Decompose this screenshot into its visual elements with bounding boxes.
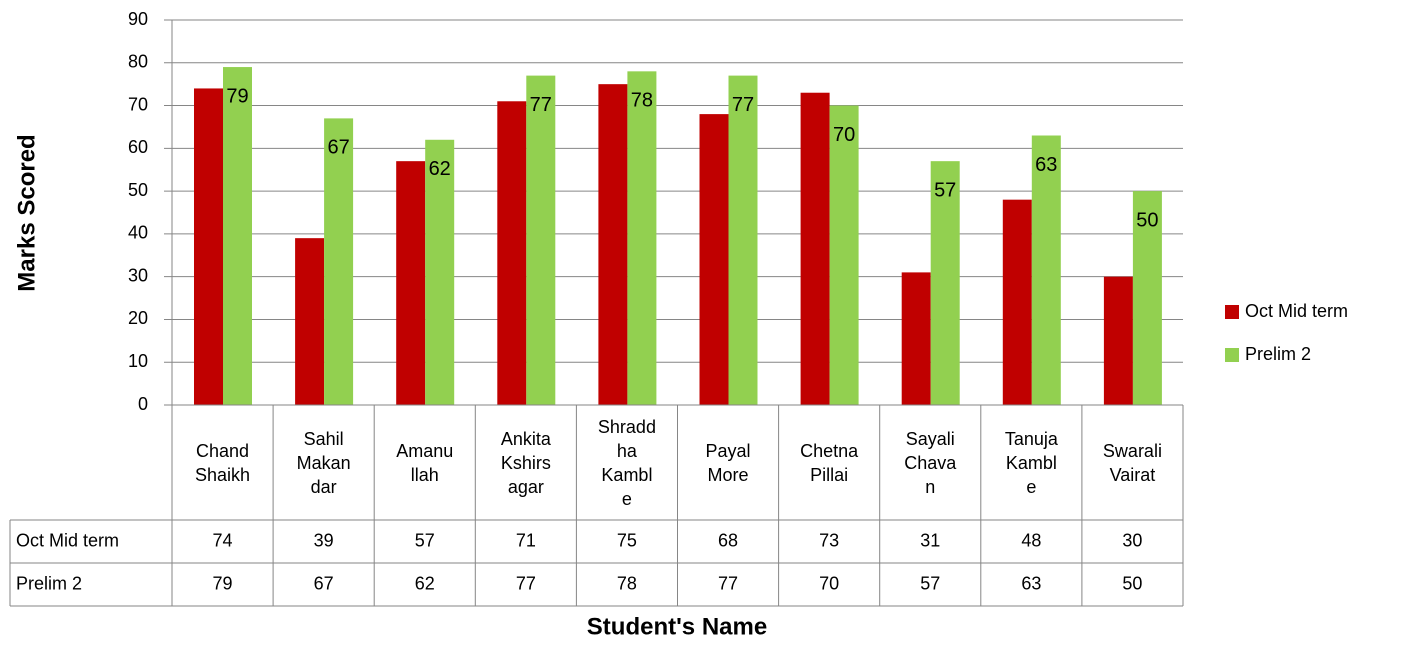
table-cell: 74 — [213, 530, 233, 550]
table-cell: 62 — [415, 573, 435, 593]
table-row-label: Prelim 2 — [16, 573, 82, 593]
table-cell: 68 — [718, 530, 738, 550]
bar — [396, 161, 426, 405]
x-tick-label: Shraddha Kamble — [597, 416, 656, 509]
table-row-label: Oct Mid term — [16, 530, 119, 550]
bar — [1103, 276, 1133, 405]
data-label: 78 — [631, 90, 653, 112]
x-tick-label: Sahil Makandar — [296, 428, 351, 497]
x-tick-label: Swarali Vairat — [1102, 440, 1162, 485]
y-tick-label: 50 — [128, 180, 148, 200]
bar — [829, 105, 859, 406]
data-label: 57 — [934, 179, 956, 201]
table-cell: 57 — [415, 530, 435, 550]
table-cell: 30 — [1122, 530, 1142, 550]
y-tick-label: 90 — [128, 9, 148, 29]
bar — [223, 67, 252, 406]
data-label: 77 — [530, 94, 552, 116]
table-cell: 67 — [314, 573, 334, 593]
x-tick-label: Ankita Kshirsagar — [500, 428, 551, 497]
bar — [324, 118, 354, 405]
y-tick-label: 10 — [128, 351, 148, 371]
table-cell: 79 — [213, 573, 233, 593]
x-tick-label: Chetna Pillai — [800, 440, 859, 485]
table-cell: 75 — [617, 530, 637, 550]
bar — [497, 101, 527, 406]
bar — [526, 75, 556, 405]
data-label: 63 — [1035, 154, 1057, 176]
table-cell: 57 — [920, 573, 940, 593]
data-label: 67 — [327, 137, 349, 159]
x-tick-label: Tanuja Kamble — [1004, 428, 1058, 497]
bar — [901, 272, 931, 405]
y-tick-label: 0 — [138, 394, 148, 414]
x-tick-label: Payal More — [705, 440, 751, 485]
table-cell: 31 — [920, 530, 940, 550]
bar — [1031, 135, 1061, 405]
legend-swatch — [1225, 348, 1239, 362]
table-cell: 63 — [1021, 573, 1041, 593]
data-label: 77 — [732, 94, 754, 116]
bar — [1132, 191, 1162, 405]
bar — [930, 161, 960, 405]
bar — [425, 139, 455, 405]
y-tick-label: 20 — [128, 308, 148, 328]
data-label: 62 — [429, 158, 451, 180]
bar — [1002, 199, 1032, 405]
y-tick-label: 60 — [128, 137, 148, 157]
bar — [598, 84, 628, 406]
y-tick-label: 40 — [128, 223, 148, 243]
table-cell: 48 — [1021, 530, 1041, 550]
data-label: 70 — [833, 124, 855, 146]
legend-label: Oct Mid term — [1245, 301, 1348, 321]
table-cell: 77 — [718, 573, 738, 593]
table-cell: 77 — [516, 573, 536, 593]
bar — [728, 75, 758, 405]
table-cell: 70 — [819, 573, 839, 593]
table-cell: 50 — [1122, 573, 1142, 593]
y-tick-label: 30 — [128, 265, 148, 285]
y-tick-label: 70 — [128, 94, 148, 114]
x-axis-title: Student's Name — [587, 613, 767, 640]
table-cell: 73 — [819, 530, 839, 550]
data-label: 79 — [226, 85, 248, 107]
data-label: 50 — [1136, 209, 1158, 231]
bar — [194, 88, 223, 405]
x-tick-label: Sayali Chavan — [904, 428, 957, 497]
table-cell: 71 — [516, 530, 536, 550]
legend-label: Prelim 2 — [1245, 344, 1311, 364]
table-cell: 78 — [617, 573, 637, 593]
y-tick-label: 80 — [128, 52, 148, 72]
x-tick-label: Chand Shaikh — [195, 440, 251, 485]
x-tick-label: Amanullah — [396, 440, 454, 485]
y-axis-title: Marks Scored — [13, 134, 40, 291]
bar — [699, 114, 729, 405]
legend-swatch — [1225, 305, 1239, 319]
table-cell: 39 — [314, 530, 334, 550]
bar — [295, 238, 325, 405]
bar — [627, 71, 657, 405]
bar — [800, 92, 830, 405]
